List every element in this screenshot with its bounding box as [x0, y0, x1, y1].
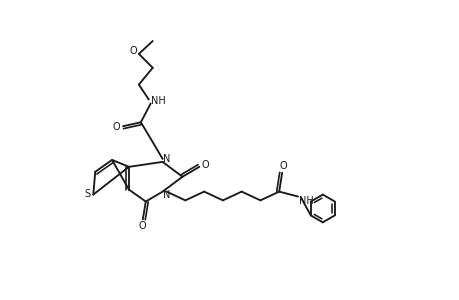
Text: O: O	[112, 122, 120, 132]
Text: O: O	[138, 221, 146, 231]
Text: O: O	[129, 46, 136, 56]
Text: O: O	[201, 160, 208, 170]
Text: O: O	[279, 161, 286, 171]
Text: S: S	[84, 189, 90, 199]
Text: NH: NH	[151, 97, 166, 106]
Text: N: N	[162, 154, 170, 164]
Text: NH: NH	[298, 196, 313, 206]
Text: N: N	[162, 190, 170, 200]
